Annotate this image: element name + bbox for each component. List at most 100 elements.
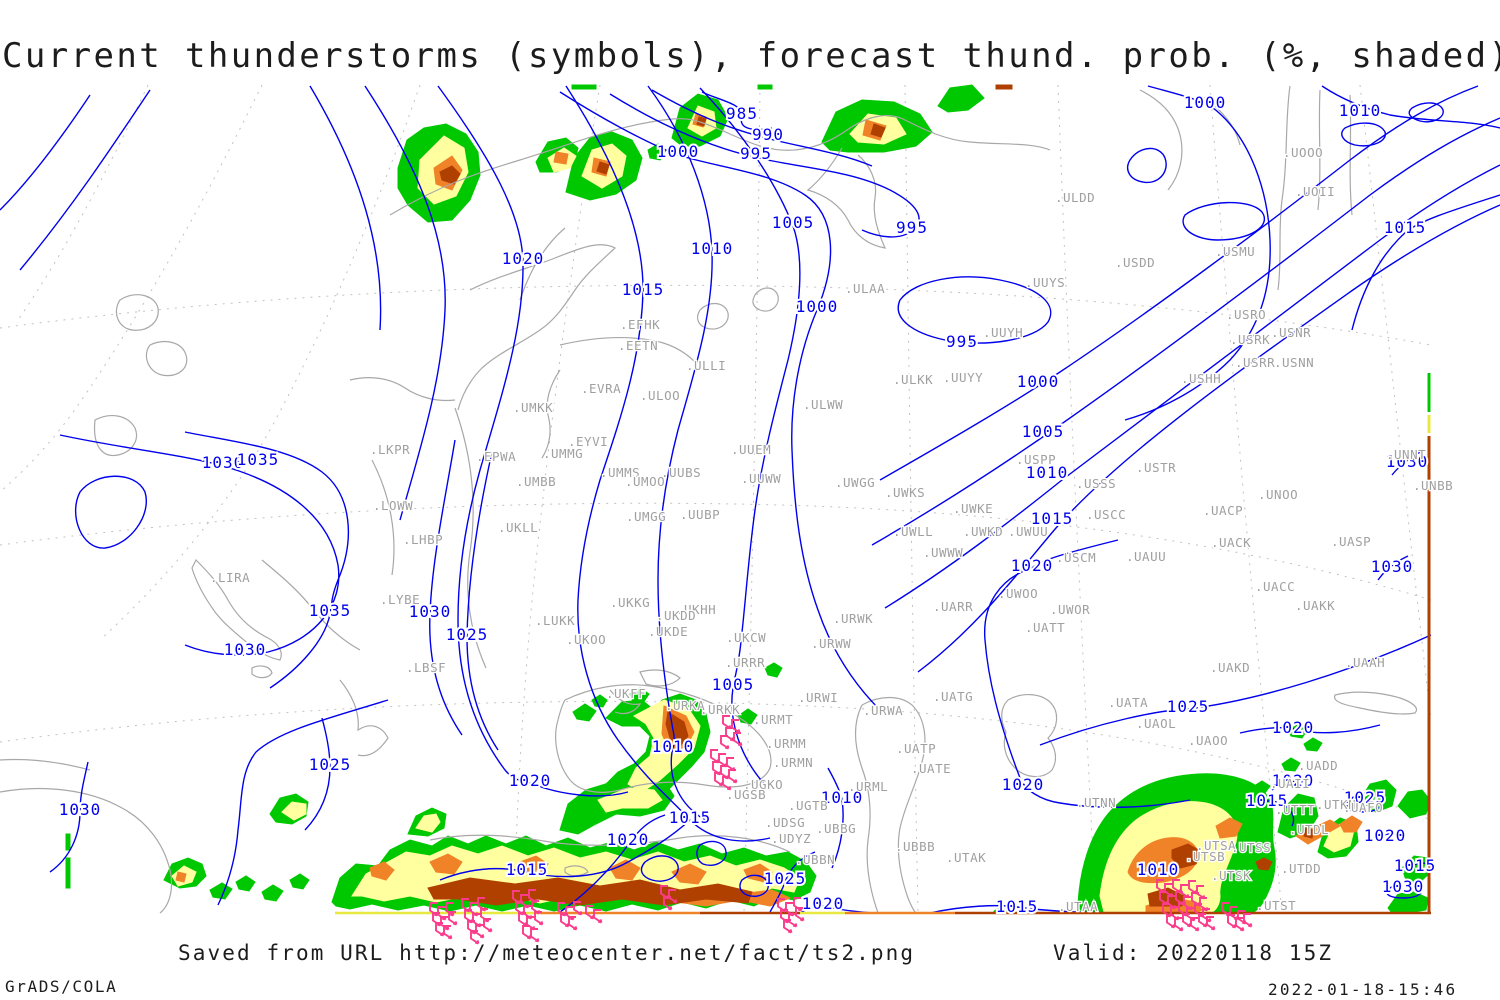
station-label: .UWKS xyxy=(885,485,925,500)
thunderstorm-symbol xyxy=(475,924,485,939)
station-label: .UDYZ xyxy=(771,831,811,846)
isobar-label: 1030 xyxy=(1382,877,1425,896)
coastline xyxy=(1139,89,1183,191)
station-label: .USRR xyxy=(1235,355,1275,370)
station-label: .UTAK xyxy=(946,850,986,865)
station-label: .UMGG xyxy=(626,509,666,524)
graticule-line xyxy=(17,84,149,321)
station-label: .LKPR xyxy=(370,442,410,457)
station-label: .UMOO xyxy=(625,474,665,489)
thunderstorm-glyph xyxy=(733,732,743,747)
coastline xyxy=(541,369,561,459)
thunderstorm-probability-red xyxy=(1255,857,1273,871)
station-label: .UTSS xyxy=(1231,840,1271,855)
station-label: .UOII xyxy=(1295,184,1335,199)
coastline xyxy=(389,114,1051,216)
isobar xyxy=(1271,780,1309,791)
isobar-label: 1015 xyxy=(622,280,665,299)
thunderstorm-probability-green xyxy=(289,873,310,890)
station-label: .LOWW xyxy=(373,498,413,513)
isobar-label: 1005 xyxy=(1022,422,1065,441)
isobar-label: 1025 xyxy=(446,625,489,644)
thunderstorm-glyph xyxy=(795,907,805,922)
thunderstorm-glyph xyxy=(726,757,736,772)
thunderstorm-symbol xyxy=(663,896,673,911)
station-label: .URMM xyxy=(766,736,806,751)
thunderstorm-symbol xyxy=(1174,917,1184,932)
isobar xyxy=(769,851,816,913)
station-label: .USPP xyxy=(1016,452,1056,467)
thunderstorm-symbol xyxy=(795,907,805,922)
station-label: .UTKN xyxy=(1316,797,1356,812)
station-label: .UWOO xyxy=(998,586,1038,601)
isobar xyxy=(1249,800,1295,827)
thunderstorm-glyph xyxy=(728,769,738,784)
thunderstorm-probability-green xyxy=(1253,780,1271,794)
thunderstorm-probability-red xyxy=(1171,843,1203,869)
station-label: .UTSK xyxy=(1211,868,1251,883)
thunderstorm-symbol xyxy=(726,757,736,772)
thunderstorm-probability-green xyxy=(1401,855,1432,883)
coastline xyxy=(1349,94,1353,216)
coastline xyxy=(854,704,879,914)
station-label: .UUBS xyxy=(661,465,701,480)
thunderstorm-probability-orange xyxy=(1215,817,1243,839)
isobar xyxy=(304,717,331,831)
isobar-label: 1000 xyxy=(1017,372,1060,391)
isobar xyxy=(1182,201,1265,241)
coastline xyxy=(251,665,273,679)
thunderstorm-probability-green xyxy=(764,662,783,678)
page-title: Current thunderstorms (symbols), forecas… xyxy=(2,36,1500,76)
station-label: .ULWW xyxy=(803,397,843,412)
isobar xyxy=(364,85,446,521)
thunderstorm-probability-green xyxy=(209,882,233,900)
isobar-label: 1005 xyxy=(712,675,755,694)
station-label: .UUBP xyxy=(680,507,720,522)
isobar-label: 995 xyxy=(896,218,928,237)
station-label: .EVRA xyxy=(581,381,621,396)
thunderstorm-symbol xyxy=(722,776,732,791)
thunderstorm-probability-green xyxy=(65,857,71,889)
isobar xyxy=(640,855,679,882)
station-label: .UUWW xyxy=(741,471,781,486)
station-label: .UBBN xyxy=(795,852,835,867)
isobar-label: 1030 xyxy=(409,602,452,621)
isobar-label: 1035 xyxy=(237,450,280,469)
station-label: .UKLL xyxy=(498,520,538,535)
station-label: .ULKK xyxy=(893,372,933,387)
isobar xyxy=(19,89,151,271)
coastline xyxy=(752,287,779,312)
isobar xyxy=(739,874,769,897)
station-label: .UACC xyxy=(1255,579,1295,594)
isobar-label: 995 xyxy=(946,332,978,351)
isobar xyxy=(1367,833,1405,843)
station-label: .UNOO xyxy=(1258,487,1298,502)
station-label: .URWA xyxy=(863,703,903,718)
isobar xyxy=(609,93,920,238)
isobar xyxy=(309,85,382,331)
isobar-label: 1015 xyxy=(669,808,712,827)
station-label: .UUEM xyxy=(731,442,771,457)
station-label: .UTSB xyxy=(1185,849,1225,864)
graticule-line xyxy=(1057,84,1097,914)
isobar xyxy=(559,814,666,913)
thunderstorm-symbol xyxy=(720,735,730,750)
thunderstorm-probability-yellow xyxy=(415,813,441,833)
thunderstorm-glyph xyxy=(663,896,673,911)
thunderstorm-probability-green xyxy=(1303,737,1323,752)
thunderstorm-symbol xyxy=(728,769,738,784)
coastline xyxy=(564,865,589,877)
thunderstorm-probability-yellow xyxy=(281,801,307,821)
thunderstorm-symbol xyxy=(668,889,678,904)
thunderstorm-probability-orange xyxy=(1294,819,1341,845)
thunderstorm-symbol xyxy=(560,913,570,928)
coastline xyxy=(1199,94,1241,146)
graticule-line xyxy=(0,84,263,493)
station-label: .EPWA xyxy=(476,449,516,464)
isobar xyxy=(1391,449,1425,476)
station-label: .USTR xyxy=(1136,460,1176,475)
isobar-label: 1020 xyxy=(1002,775,1045,794)
station-label: .UBBB xyxy=(895,839,935,854)
thunderstorm-probability-orange xyxy=(609,859,641,881)
